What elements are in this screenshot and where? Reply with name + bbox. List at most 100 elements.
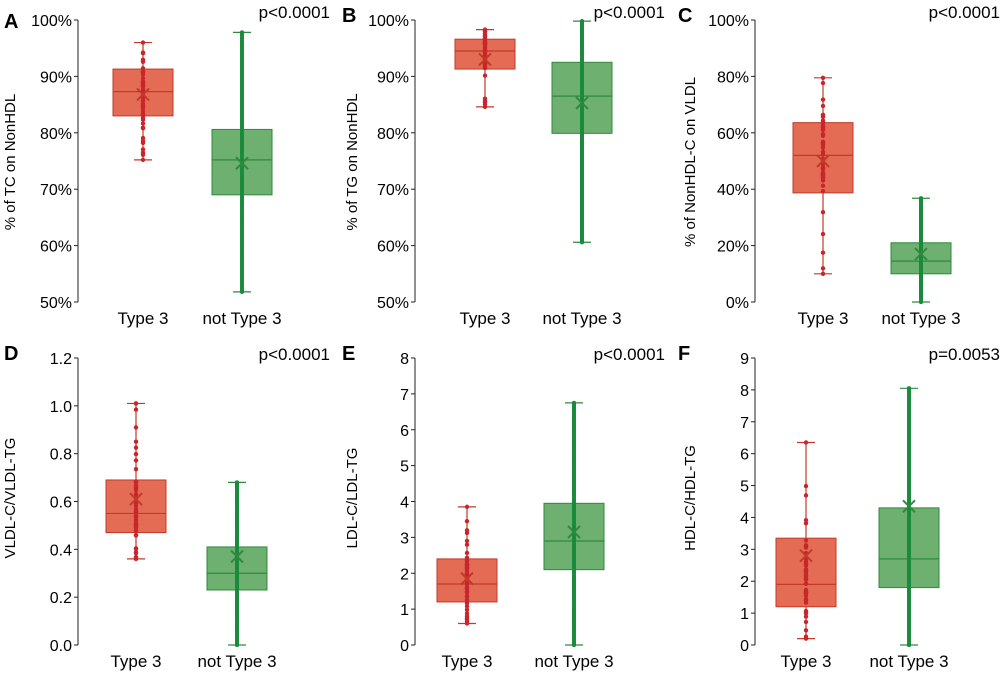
data-point: [140, 152, 146, 157]
y-axis-label: LDL-C/LDL-TG: [344, 448, 361, 549]
data-point: [464, 617, 470, 622]
data-point: [133, 401, 139, 406]
y-tick-label: 80%: [40, 126, 72, 143]
panel-letter: A: [4, 11, 18, 33]
box-type3: [454, 27, 516, 110]
data-point: [140, 108, 146, 113]
data-point: [907, 386, 911, 391]
data-point: [482, 33, 488, 39]
data-point: [235, 480, 239, 485]
y-tick-label: 4: [400, 495, 409, 512]
data-point: [133, 407, 139, 412]
y-tick-label: 2: [740, 574, 749, 591]
x-category-label: Type 3: [441, 652, 492, 671]
data-point: [133, 491, 139, 497]
data-point: [140, 147, 146, 152]
data-point: [803, 483, 809, 489]
x-category-label: not Type 3: [869, 652, 948, 671]
y-tick-label: 0.6: [50, 495, 72, 512]
y-tick-label: 6: [740, 447, 749, 464]
data-point: [820, 139, 826, 145]
y-tick-label: 0.0: [50, 638, 72, 655]
data-point: [235, 643, 239, 647]
y-axis-label: % of NonHDL-C on VLDL: [682, 77, 699, 247]
data-point: [803, 567, 809, 572]
box-not-type3: [206, 480, 268, 647]
box-not-type3: [211, 30, 273, 294]
data-point: [140, 98, 146, 103]
y-tick-label: 100%: [708, 13, 749, 30]
data-point: [133, 445, 139, 450]
data-point: [133, 533, 139, 538]
data-point: [133, 458, 139, 463]
data-point: [572, 400, 576, 405]
y-tick-label: 8: [400, 351, 409, 368]
data-point: [820, 127, 826, 132]
mean-marker: [460, 571, 474, 586]
data-point: [803, 563, 809, 568]
data-point: [803, 581, 809, 586]
x-category-label: not Type 3: [881, 309, 960, 328]
y-tick-label: 5: [740, 479, 749, 496]
p-value: p<0.0001: [594, 3, 665, 22]
data-point: [133, 522, 139, 527]
data-point: [140, 59, 146, 64]
data-point: [820, 183, 826, 188]
data-point: [803, 614, 809, 619]
panel-letter: C: [678, 5, 692, 27]
box-not-type3: [878, 386, 940, 647]
data-point: [803, 545, 809, 550]
data-point: [482, 65, 488, 71]
data-point: [140, 69, 146, 74]
data-point: [133, 556, 139, 562]
mean-marker: [799, 549, 813, 563]
data-point: [803, 619, 809, 625]
data-point: [820, 97, 826, 102]
data-point: [140, 84, 146, 89]
y-tick-label: 3: [740, 542, 749, 559]
y-tick-label: 5: [400, 459, 409, 476]
data-point: [464, 611, 470, 616]
data-point: [803, 440, 809, 445]
panel-letter: B: [342, 5, 356, 27]
data-point: [820, 250, 826, 255]
data-point: [820, 145, 826, 150]
data-point: [803, 521, 809, 526]
data-point: [140, 66, 146, 71]
data-point: [140, 121, 146, 126]
data-point: [820, 75, 826, 81]
data-point: [580, 240, 584, 245]
y-tick-label: 0.8: [50, 447, 72, 464]
y-tick-label: 80%: [717, 69, 749, 86]
box-not-type3: [890, 196, 952, 304]
mean-marker: [129, 492, 143, 506]
box-type3: [775, 440, 837, 641]
y-tick-label: 20%: [717, 239, 749, 256]
data-point: [803, 518, 809, 523]
data-point: [464, 580, 470, 586]
data-point: [482, 73, 488, 78]
y-tick-label: 0: [400, 638, 409, 655]
p-value: p<0.0001: [929, 3, 1000, 22]
data-point: [133, 546, 139, 551]
y-tick-label: 60%: [377, 239, 409, 256]
data-point: [803, 597, 809, 603]
data-point: [464, 542, 470, 547]
data-point: [820, 175, 826, 180]
y-axis-label: HDL-C/HDL-TG: [682, 445, 699, 551]
data-point: [820, 152, 826, 157]
data-point: [820, 170, 826, 175]
x-category-label: not Type 3: [202, 309, 281, 328]
x-category-label: Type 3: [459, 309, 510, 328]
y-tick-label: 50%: [377, 295, 409, 312]
y-tick-label: 0.2: [50, 590, 72, 607]
data-point: [482, 104, 488, 110]
y-axis-label: % of TC on NonHDL: [2, 94, 19, 230]
panel-letter: F: [678, 343, 690, 365]
